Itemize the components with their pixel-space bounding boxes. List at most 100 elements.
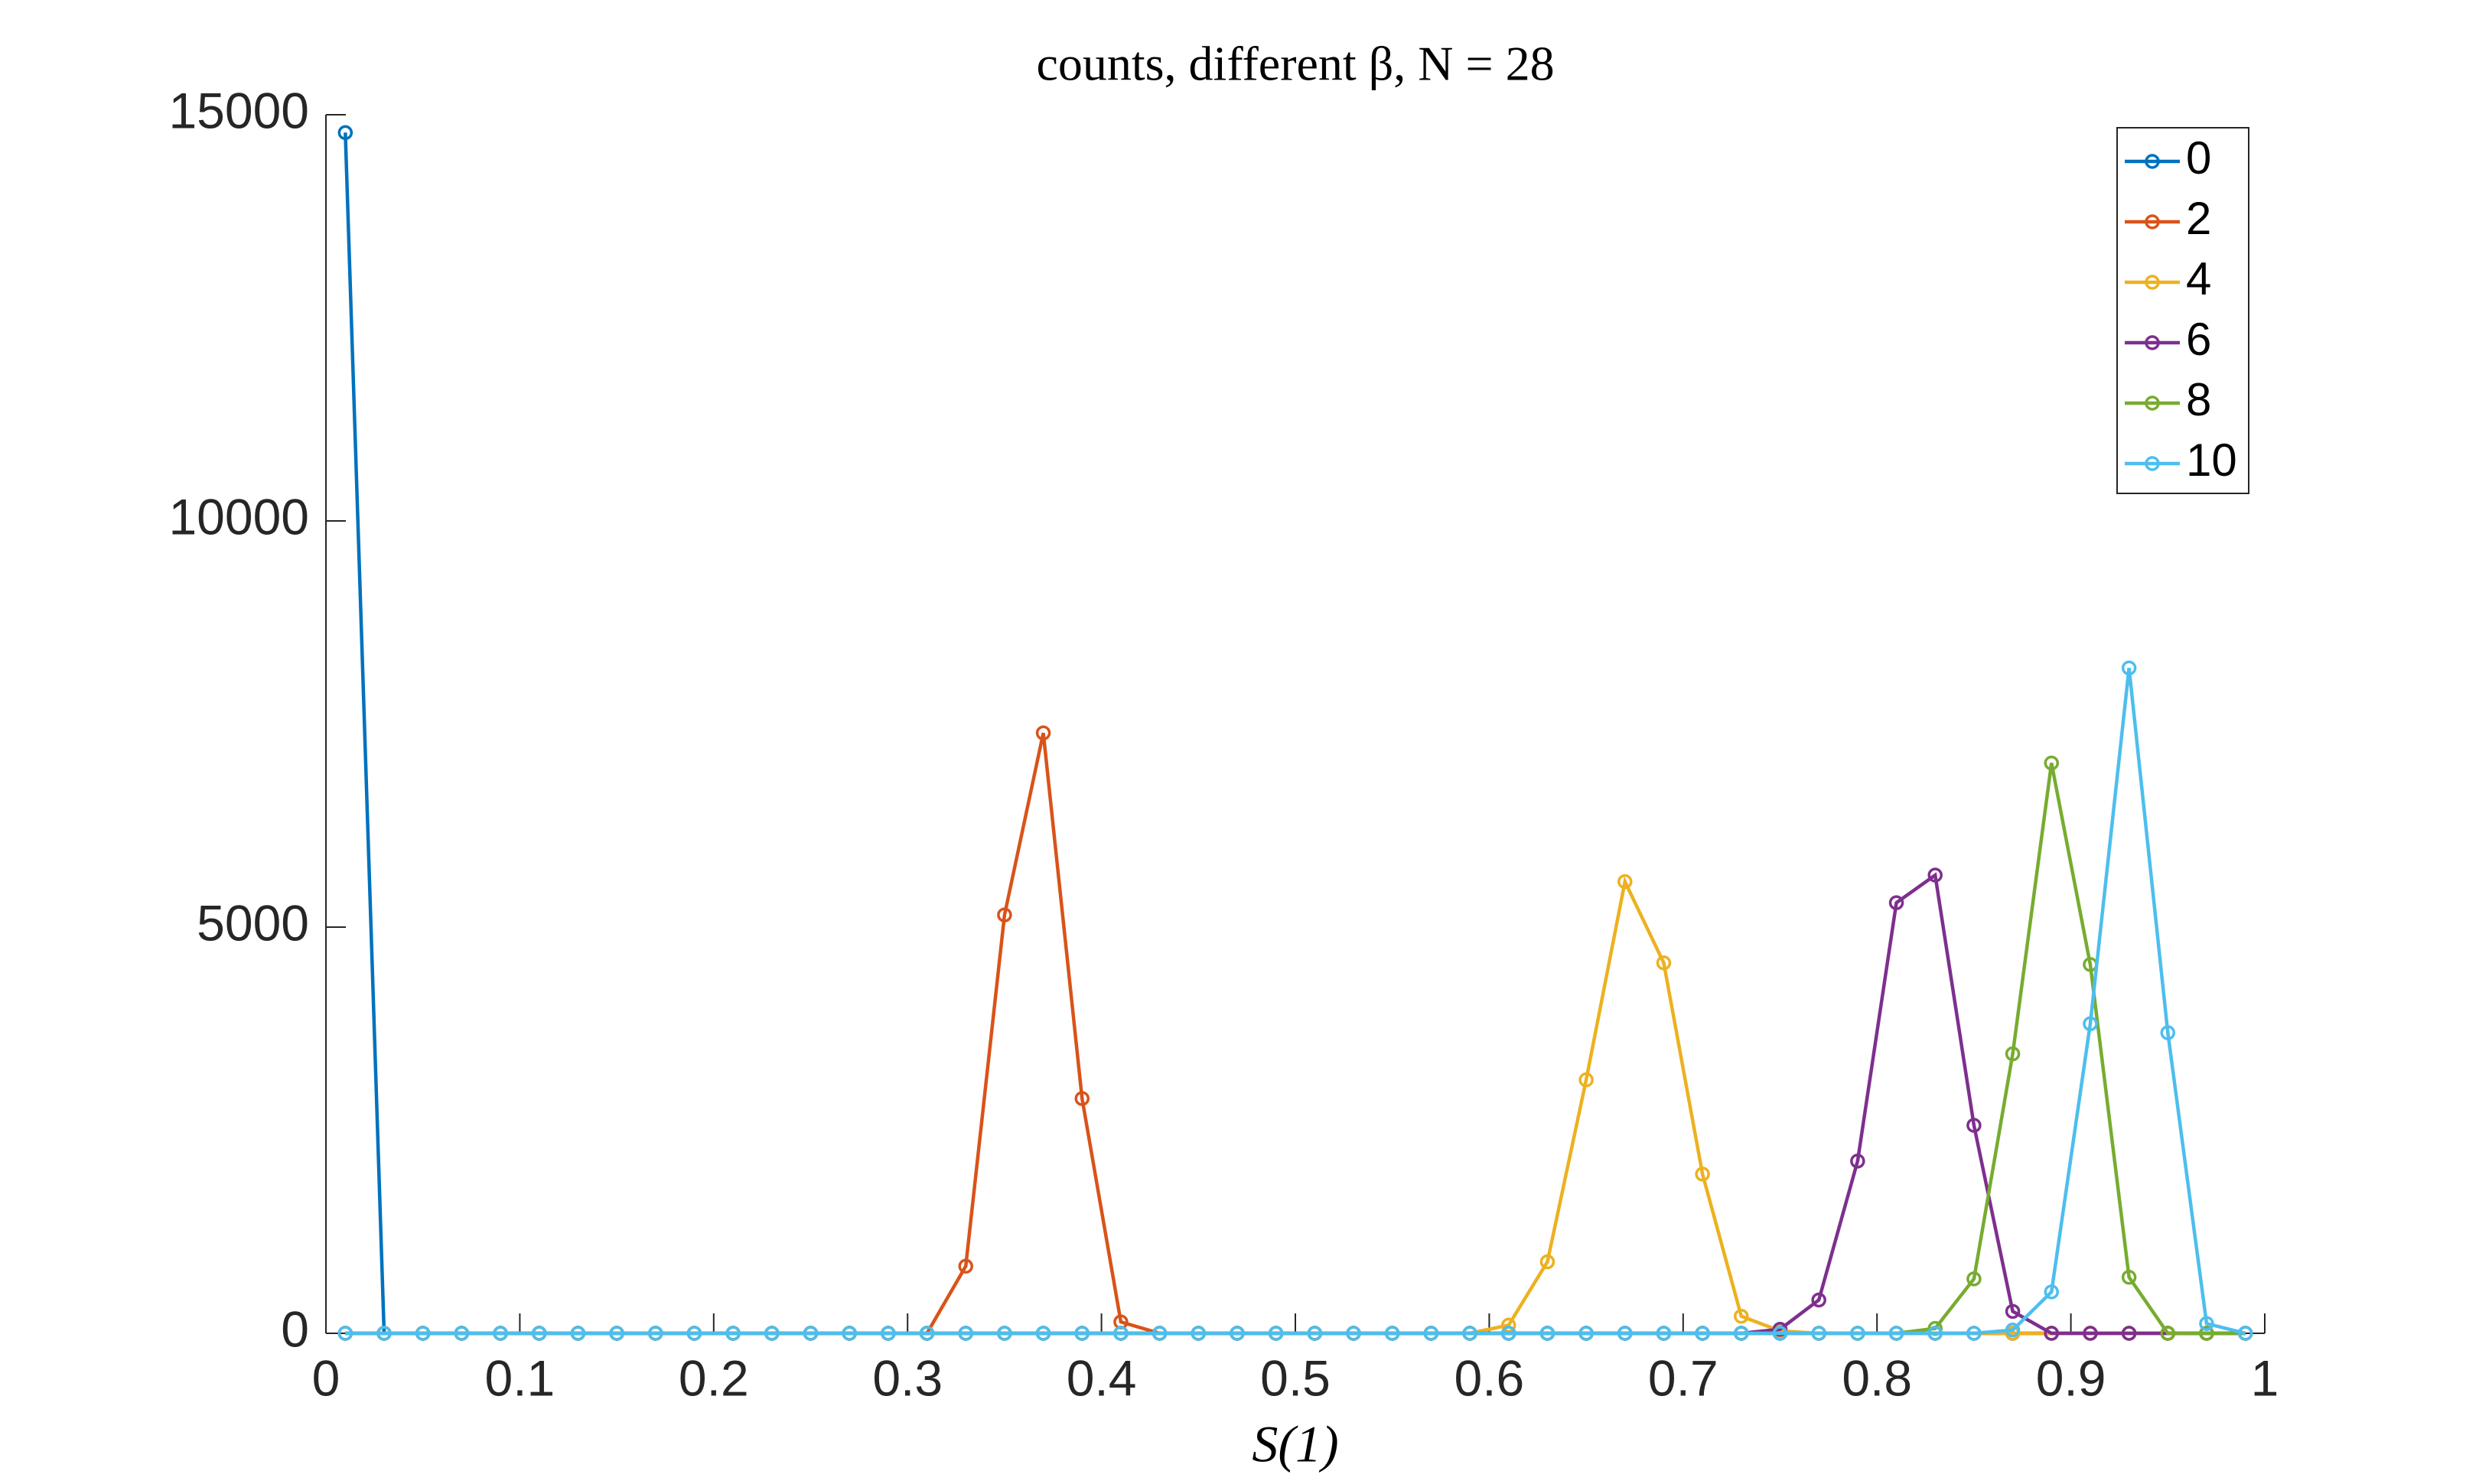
marker (2044, 1326, 2060, 1341)
marker (1811, 1326, 1826, 1341)
marker (1539, 1254, 1555, 1270)
marker (1384, 1326, 1400, 1341)
marker (1152, 1326, 1168, 1341)
marker (1966, 1271, 1982, 1287)
marker (570, 1326, 586, 1341)
marker (1850, 1154, 1865, 1169)
marker (881, 1326, 896, 1341)
marker (958, 1258, 973, 1274)
y-tick-label: 15000 (168, 82, 309, 138)
marker (1617, 1326, 1633, 1341)
x-tick-label: 0.5 (1260, 1349, 1331, 1406)
marker (1888, 895, 1904, 910)
legend-marker (2145, 275, 2160, 290)
marker (1346, 1326, 1361, 1341)
y-tick-label: 0 (281, 1300, 309, 1357)
legend-label: 0 (2186, 132, 2211, 184)
legend-marker (2145, 395, 2160, 411)
x-tick-label: 0.3 (872, 1349, 943, 1406)
marker (2160, 1025, 2176, 1040)
marker (1578, 1072, 1594, 1088)
x-tick-label: 0.1 (485, 1349, 555, 1406)
marker (2199, 1326, 2214, 1341)
marker (2160, 1326, 2176, 1341)
legend-marker (2145, 214, 2160, 229)
marker (376, 1326, 392, 1341)
marker (1656, 955, 1672, 971)
marker (1074, 1326, 1090, 1341)
marker (2199, 1316, 2214, 1332)
marker (1927, 867, 1943, 883)
marker (1888, 1326, 1904, 1341)
marker (1268, 1326, 1284, 1341)
marker (725, 1326, 741, 1341)
marker (764, 1326, 780, 1341)
legend-marker (2145, 456, 2160, 471)
marker (1772, 1326, 1788, 1341)
marker (1927, 1326, 1943, 1341)
x-axis-label: S(1) (1252, 1415, 1338, 1473)
marker (1035, 725, 1051, 740)
marker (2083, 1326, 2098, 1341)
x-tick-label: 0 (312, 1349, 340, 1406)
marker (1191, 1326, 1207, 1341)
marker (2121, 660, 2137, 675)
legend-label: 8 (2186, 374, 2211, 425)
marker (2083, 1016, 2098, 1032)
marker (2044, 755, 2060, 771)
marker (2121, 1326, 2137, 1341)
marker (2005, 1046, 2021, 1062)
x-tick-label: 0.8 (1842, 1349, 1912, 1406)
marker (2044, 1284, 2060, 1300)
marker (609, 1326, 624, 1341)
marker (997, 907, 1012, 923)
marker (686, 1326, 702, 1341)
x-tick-label: 0.2 (679, 1349, 749, 1406)
marker (1811, 1292, 1826, 1308)
marker (1695, 1326, 1710, 1341)
marker (2121, 1269, 2137, 1285)
x-tick-label: 0.9 (2036, 1349, 2106, 1406)
marker (1578, 1326, 1594, 1341)
legend-label: 6 (2186, 314, 2211, 365)
marker (1113, 1326, 1129, 1341)
legend-box (2116, 127, 2249, 494)
marker (842, 1326, 857, 1341)
marker (958, 1326, 973, 1341)
marker (648, 1326, 663, 1341)
marker (415, 1326, 431, 1341)
marker (531, 1326, 547, 1341)
marker (1500, 1326, 1516, 1341)
marker (1307, 1326, 1323, 1341)
marker (1850, 1326, 1865, 1341)
marker (1966, 1118, 1982, 1133)
x-tick-label: 0.4 (1067, 1349, 1137, 1406)
marker (337, 1326, 353, 1341)
marker (1230, 1326, 1245, 1341)
marker (1423, 1326, 1439, 1341)
legend-marker (2145, 154, 2160, 169)
marker (1539, 1326, 1555, 1341)
marker (1500, 1317, 1516, 1333)
x-tick-label: 0.7 (1648, 1349, 1718, 1406)
marker (1656, 1326, 1672, 1341)
marker (2005, 1323, 2021, 1338)
legend-marker (2145, 335, 2160, 350)
marker (1462, 1326, 1477, 1341)
legend-label: 2 (2186, 193, 2211, 244)
marker (1035, 1326, 1051, 1341)
marker (803, 1326, 819, 1341)
marker (2237, 1326, 2253, 1341)
marker (1734, 1326, 1749, 1341)
x-tick-label: 0.6 (1454, 1349, 1525, 1406)
y-tick-label: 10000 (168, 488, 309, 545)
marker (1617, 874, 1633, 890)
marker (1734, 1308, 1749, 1324)
legend-label: 10 (2186, 434, 2237, 486)
y-tick-label: 5000 (197, 894, 309, 951)
chart-title: counts, different β, N = 28 (1036, 37, 1554, 91)
marker (1074, 1091, 1090, 1106)
